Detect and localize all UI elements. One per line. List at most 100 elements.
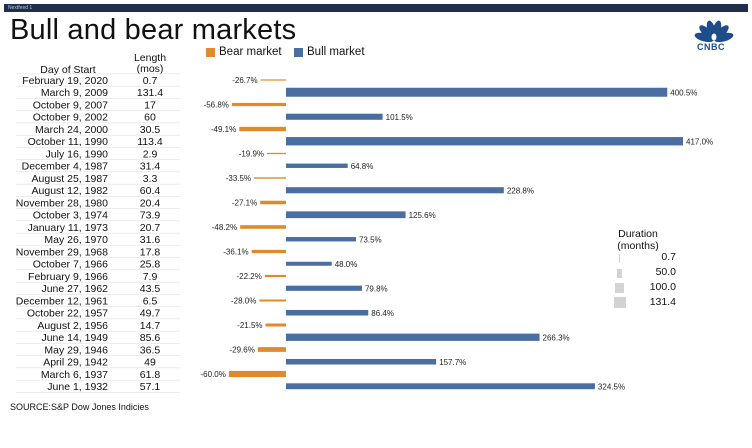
bar-value-label: 101.5% bbox=[386, 113, 413, 122]
bar-value-label: -49.1% bbox=[211, 125, 236, 134]
row-day-label: December 4, 1987 bbox=[22, 161, 109, 173]
row-length-label: 60.4 bbox=[140, 185, 161, 197]
row-length-label: 25.8 bbox=[140, 259, 161, 271]
bull-market-bar bbox=[286, 333, 540, 341]
bar-value-label: -29.6% bbox=[229, 346, 254, 355]
table-row: March 6, 1937 61.8 -60.0% bbox=[41, 369, 286, 381]
bear-market-bar bbox=[257, 347, 286, 352]
row-day-label: June 14, 1949 bbox=[41, 332, 108, 344]
table-row: November 28, 1980 20.4 -27.1% bbox=[16, 197, 286, 209]
row-length-label: 20.7 bbox=[140, 222, 161, 234]
bar-value-label: -26.7% bbox=[232, 76, 257, 85]
table-row: June 14, 1949 85.6 266.3% bbox=[41, 332, 569, 344]
legend-swatch-bull bbox=[294, 48, 303, 57]
bull-market-bar bbox=[286, 113, 383, 120]
bar-value-label: -22.2% bbox=[237, 272, 262, 281]
table-row: October 22, 1957 49.7 86.4% bbox=[27, 308, 394, 320]
row-length-label: 49 bbox=[144, 357, 156, 369]
bull-market-bar bbox=[286, 137, 683, 146]
table-row: May 29, 1946 36.5 -29.6% bbox=[44, 344, 286, 356]
bear-market-bar bbox=[228, 370, 286, 378]
row-length-label: 60 bbox=[144, 112, 156, 124]
row-length-label: 36.5 bbox=[140, 344, 161, 356]
duration-legend-value: 50.0 bbox=[655, 266, 676, 278]
row-length-label: 14.7 bbox=[140, 320, 161, 332]
row-length-label: 57.1 bbox=[140, 381, 161, 393]
row-day-label: December 12, 1961 bbox=[16, 295, 108, 307]
row-day-label: January 11, 1973 bbox=[28, 222, 109, 234]
bull-market-bar bbox=[286, 187, 504, 194]
row-length-label: 131.4 bbox=[137, 87, 163, 99]
bar-value-label: 48.0% bbox=[335, 260, 358, 269]
row-day-label: March 6, 1937 bbox=[41, 369, 108, 381]
bull-market-bar bbox=[286, 285, 362, 291]
bear-market-bar bbox=[251, 249, 286, 254]
row-length-label: 20.4 bbox=[140, 197, 161, 209]
bull-market-bar bbox=[286, 309, 369, 316]
column-header-day: Day of Start bbox=[40, 64, 96, 76]
duration-legend-value: 131.4 bbox=[649, 296, 676, 308]
row-day-label: October 22, 1957 bbox=[27, 308, 108, 320]
row-day-label: August 12, 1982 bbox=[32, 185, 109, 197]
table-row: October 9, 2002 60 101.5% bbox=[33, 112, 413, 124]
row-length-label: 31.4 bbox=[140, 161, 161, 173]
table-row: December 4, 1987 31.4 64.8% bbox=[22, 161, 374, 173]
row-length-label: 17.8 bbox=[140, 246, 161, 258]
table-row: October 3, 1974 73.9 125.6% bbox=[33, 210, 436, 222]
row-day-label: August 25, 1987 bbox=[32, 173, 109, 185]
header-bar-label: Nextfeed 1 bbox=[8, 5, 33, 11]
row-day-label: October 3, 1974 bbox=[33, 210, 108, 222]
column-header-length-line2: (mos) bbox=[136, 63, 164, 75]
table-row: December 12, 1961 6.5 -28.0% bbox=[16, 295, 286, 307]
legend-label-bear: Bear market bbox=[219, 46, 282, 58]
row-day-label: April 29, 1942 bbox=[43, 357, 108, 369]
bar-value-label: -56.8% bbox=[204, 101, 229, 110]
bar-value-label: 400.5% bbox=[670, 88, 697, 97]
row-length-label: 73.9 bbox=[140, 210, 161, 222]
table-row: March 24, 2000 30.5 -49.1% bbox=[35, 124, 286, 136]
bar-value-label: -19.9% bbox=[239, 150, 264, 159]
bear-market-bar bbox=[264, 274, 286, 278]
cnbc-peacock-logo bbox=[694, 20, 734, 43]
bar-value-label: -48.2% bbox=[212, 223, 237, 232]
row-length-label: 6.5 bbox=[143, 295, 158, 307]
duration-legend-value: 100.0 bbox=[649, 281, 676, 293]
bar-value-label: 324.5% bbox=[598, 382, 625, 391]
row-day-label: October 9, 2007 bbox=[33, 99, 108, 111]
bear-market-bar bbox=[240, 225, 286, 229]
table-row: July 16, 1990 2.9 -19.9% bbox=[46, 148, 286, 160]
duration-square bbox=[614, 297, 626, 308]
bull-market-bar bbox=[286, 383, 595, 390]
bar-value-label: 79.8% bbox=[365, 284, 388, 293]
table-row: June 1, 1932 57.1 324.5% bbox=[47, 381, 625, 393]
bull-market-bar bbox=[286, 237, 356, 242]
duration-legend-title: Duration (months) bbox=[608, 228, 668, 252]
table-row: August 2, 1956 14.7 -21.5% bbox=[37, 320, 286, 332]
bear-market-bar bbox=[260, 200, 286, 205]
row-day-label: February 9, 1966 bbox=[28, 271, 108, 283]
row-length-label: 30.5 bbox=[140, 124, 161, 136]
bar-value-label: 64.8% bbox=[351, 162, 374, 171]
table-row: March 9, 2009 131.4 400.5% bbox=[41, 87, 698, 99]
table-row: October 11, 1990 113.4 417.0% bbox=[28, 136, 714, 148]
row-day-label: May 26, 1970 bbox=[44, 234, 108, 246]
bull-market-bar bbox=[286, 211, 406, 219]
bear-market-bar bbox=[239, 126, 286, 132]
bull-market-bar bbox=[286, 163, 348, 168]
duration-legend-title-line2: (months) bbox=[617, 240, 659, 252]
bar-value-label: 73.5% bbox=[359, 235, 382, 244]
row-length-label: 49.7 bbox=[140, 308, 161, 320]
row-length-label: 85.6 bbox=[140, 332, 161, 344]
table-row: January 11, 1973 20.7 -48.2% bbox=[28, 222, 286, 234]
legend-label-bull: Bull market bbox=[307, 46, 365, 58]
row-day-label: May 29, 1946 bbox=[44, 344, 108, 356]
row-day-label: November 29, 1968 bbox=[16, 246, 108, 258]
row-length-label: 7.9 bbox=[143, 271, 158, 283]
column-header-length: Length (mos) bbox=[120, 53, 180, 75]
row-day-label: August 2, 1956 bbox=[37, 320, 108, 332]
row-length-label: 2.9 bbox=[143, 148, 158, 160]
table-row: November 29, 1968 17.8 -36.1% bbox=[16, 246, 286, 258]
table-row: June 27, 1962 43.5 79.8% bbox=[41, 283, 387, 295]
bar-value-label: 417.0% bbox=[686, 137, 713, 146]
row-day-label: June 1, 1932 bbox=[47, 381, 108, 393]
